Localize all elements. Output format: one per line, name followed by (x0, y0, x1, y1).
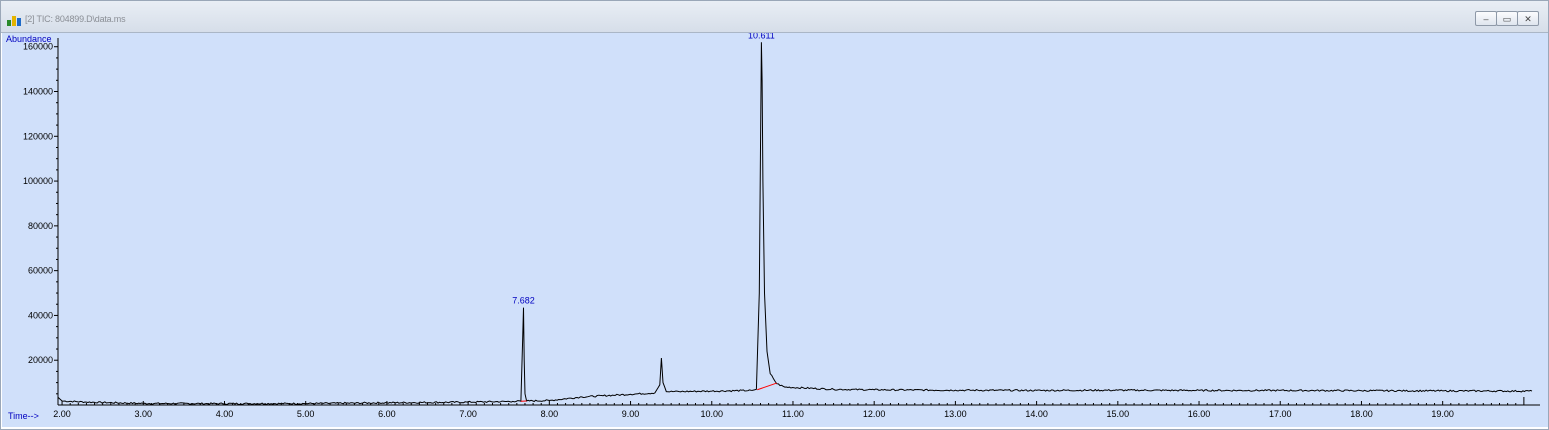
plot-area[interactable]: 20000 40000 60000 80000 100000 120000 140000 16… (2, 33, 1548, 427)
x-tick-label: 10.00 (700, 409, 723, 419)
x-tick-label: 15.00 (1107, 409, 1130, 419)
x-tick-label: 5.00 (297, 409, 315, 419)
x-tick-label: 2.00 (53, 409, 71, 419)
x-tick-label: 3.00 (135, 409, 153, 419)
y-tick-label: 40000 (28, 310, 53, 320)
x-tick-label: 18.00 (1350, 409, 1373, 419)
x-tick-label: 19.00 (1431, 409, 1454, 419)
x-tick-label: 13.00 (944, 409, 967, 419)
x-tick-label: 8.00 (541, 409, 559, 419)
x-axis-label: Time--> (8, 411, 39, 421)
close-button[interactable]: ✕ (1517, 11, 1539, 26)
y-tick-label: 80000 (28, 221, 53, 231)
y-tick-label: 100000 (23, 176, 53, 186)
title-bar[interactable]: [2] TIC: 804899.D\data.ms – ▭ ✕ (1, 1, 1548, 33)
y-axis-label: Abundance (6, 34, 52, 44)
x-tick-label: 16.00 (1188, 409, 1211, 419)
x-tick-label: 11.00 (782, 409, 804, 419)
x-tick-label: 9.00 (622, 409, 640, 419)
tic-trace (57, 42, 1533, 405)
x-tick-label: 12.00 (863, 409, 886, 419)
x-tick-label: 7.00 (459, 409, 477, 419)
chromatogram-chart: 20000 40000 60000 80000 100000 120000 140000 16… (6, 33, 1540, 421)
peak-label: 7.682 (512, 296, 535, 306)
window-title: [2] TIC: 804899.D\data.ms (25, 14, 126, 24)
x-tick-label: 6.00 (378, 409, 396, 419)
peak-label: 10.611 (748, 33, 775, 40)
restore-button[interactable]: ▭ (1496, 11, 1518, 26)
x-tick-label: 4.00 (216, 409, 234, 419)
x-tick-label: 17.00 (1269, 409, 1292, 419)
y-tick-label: 140000 (23, 87, 53, 97)
y-tick-label: 160000 (23, 42, 53, 52)
y-tick-label: 60000 (28, 266, 53, 276)
minimize-button[interactable]: – (1475, 11, 1497, 26)
y-tick-label: 120000 (23, 131, 53, 141)
chromatogram-app-icon (7, 16, 21, 26)
x-tick-label: 14.00 (1025, 409, 1048, 419)
y-tick-label: 20000 (28, 355, 53, 365)
peak-baseline (757, 382, 777, 391)
